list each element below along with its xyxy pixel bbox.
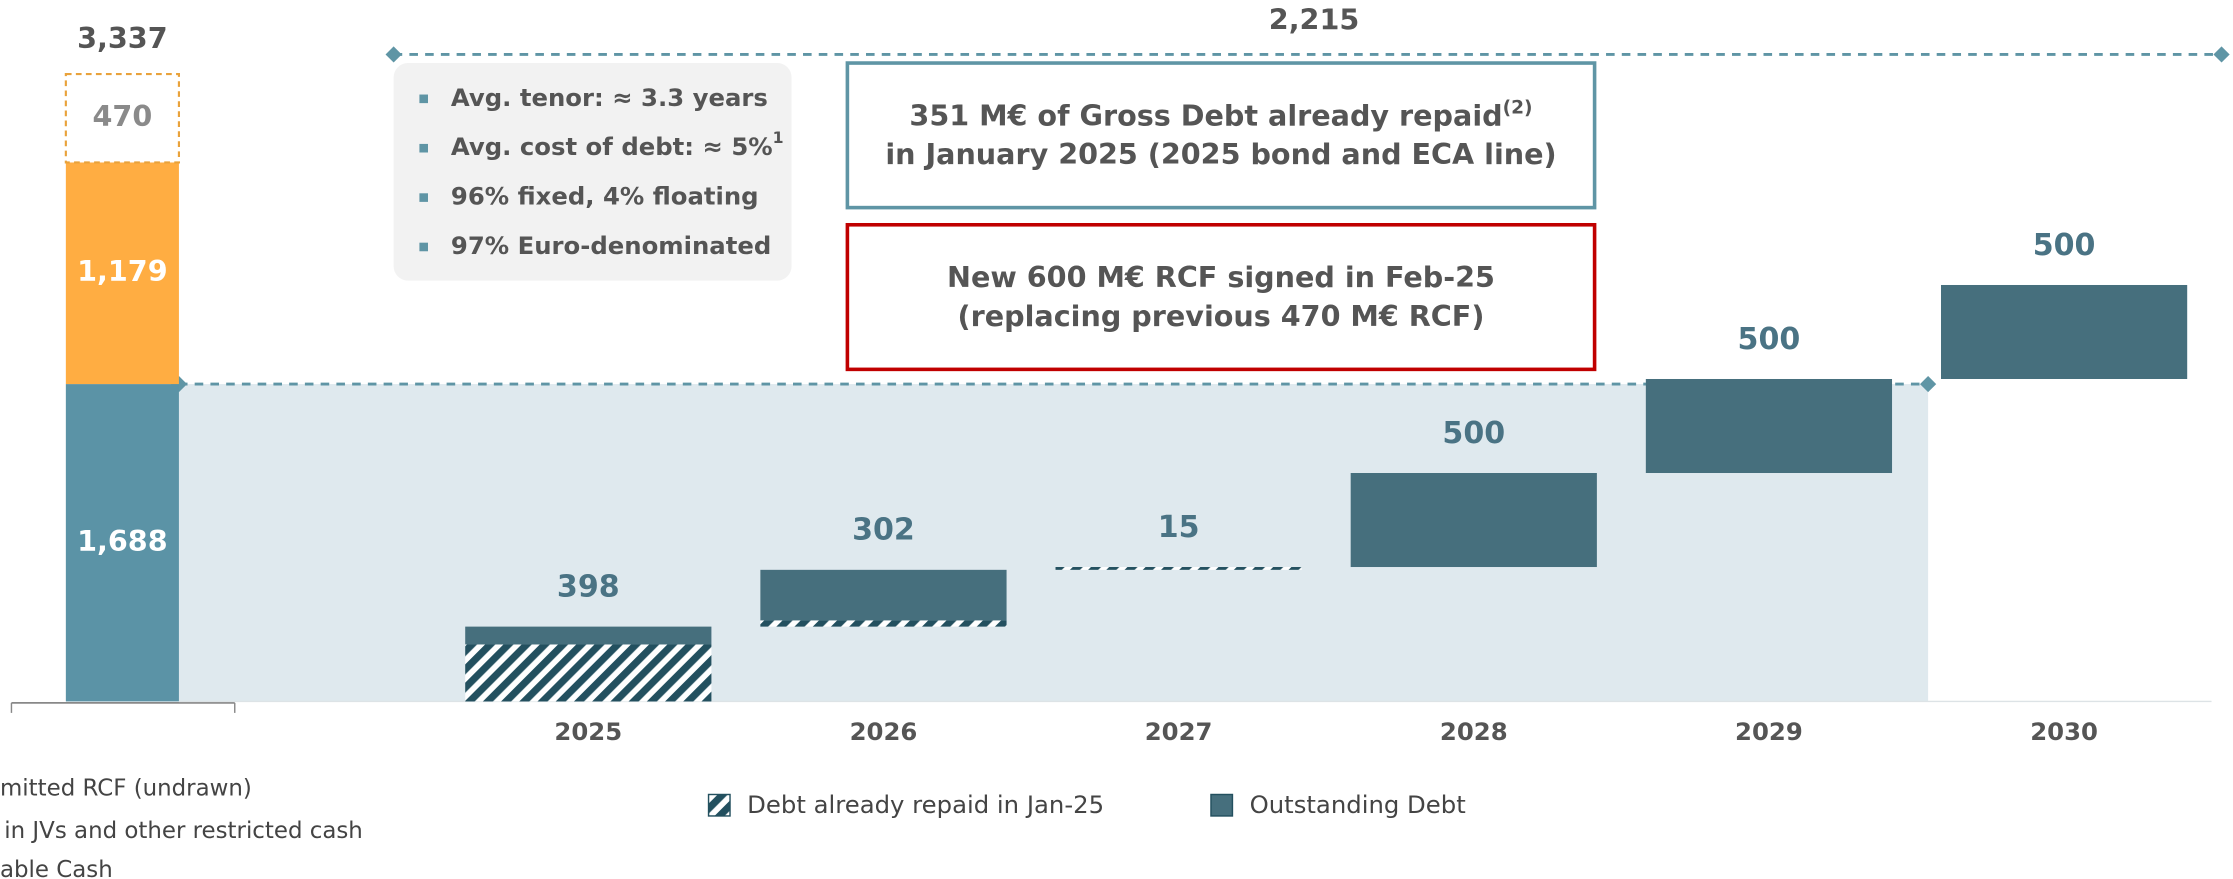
x-tick-label: 2028 [1440, 717, 1508, 746]
liquidity-bar [65, 384, 179, 702]
x-tick-label: 2029 [1735, 717, 1803, 746]
repaid-line2: in January 2025 (2025 bond and ECA line) [885, 137, 1556, 171]
rcf-box [845, 222, 1597, 372]
bar-segment [1940, 284, 2188, 379]
total-label: 500 [1442, 416, 1505, 451]
stats-box [393, 63, 792, 281]
repaid-text: 351 M€ of Gross Debt already repaid [909, 98, 1502, 132]
legend-label: Debt already repaid in Jan-25 [747, 790, 1104, 819]
stat: Avg. cost of debt: ≈ 5%1 [451, 128, 784, 162]
bar-segment [1055, 567, 1302, 570]
repaid-box [845, 61, 1597, 210]
legend-swatch [707, 793, 731, 817]
bullet [419, 143, 428, 153]
total-label: 398 [557, 569, 620, 604]
bullet [419, 242, 428, 252]
stat-text: 97% Euro-denominated [451, 231, 771, 260]
bar-segment [1645, 378, 1893, 474]
diamond [2213, 46, 2230, 63]
diamond [385, 46, 402, 63]
x-tick-label: 2025 [554, 717, 622, 746]
total-label: 500 [1738, 322, 1801, 357]
repaid-sup: (2) [1503, 97, 1533, 118]
legend-swatch [1210, 793, 1234, 817]
x-tick-label: 2026 [850, 717, 918, 746]
stat: 96% fixed, 4% floating [451, 182, 759, 211]
bar-segment [465, 644, 712, 702]
x-tick-label: 2030 [2030, 717, 2098, 746]
legend-label: Outstanding Debt [1250, 790, 1466, 819]
legend-label: able Cash [0, 857, 113, 879]
total-label: 302 [852, 513, 915, 548]
liquidity-bar [65, 162, 179, 385]
x-tick-label: 2027 [1145, 717, 1213, 746]
liquidity-label: 1,688 [77, 524, 167, 558]
bullet [419, 94, 428, 104]
total-label: 15 [1158, 510, 1200, 545]
legend-label: mitted RCF (undrawn) [0, 775, 252, 801]
rcf-line2: (replacing previous 470 M€ RCF) [958, 299, 1485, 333]
stat-text: Avg. cost of debt: ≈ 5% [451, 132, 773, 161]
total-label: 500 [2033, 228, 2096, 263]
stat-text: 96% fixed, 4% floating [451, 182, 759, 211]
bullet [419, 193, 428, 202]
bar-segment [1350, 473, 1597, 568]
repaid-line1: 351 M€ of Gross Debt already repaid(2) [909, 97, 1532, 133]
liquidity-label: 470 [93, 99, 153, 133]
stat: Avg. tenor: ≈ 3.3 years [451, 83, 768, 112]
stat: 97% Euro-denominated [451, 231, 771, 260]
rcf-line1: New 600 M€ RCF signed in Feb-25 [947, 260, 1495, 294]
stat-sup: 1 [773, 128, 784, 147]
diamond [1920, 375, 1937, 393]
bar-segment [760, 569, 1007, 621]
bar-segment [760, 620, 1007, 627]
stat-text: Avg. tenor: ≈ 3.3 years [451, 83, 768, 112]
maturity-total: 2,215 [1269, 3, 1360, 37]
liquidity-label: 1,179 [77, 254, 167, 288]
legend-label: in JVs and other restricted cash [4, 818, 363, 844]
liquidity-bar [64, 72, 180, 164]
bar-segment [465, 626, 712, 645]
liquidity-total: 3,337 [77, 21, 167, 55]
